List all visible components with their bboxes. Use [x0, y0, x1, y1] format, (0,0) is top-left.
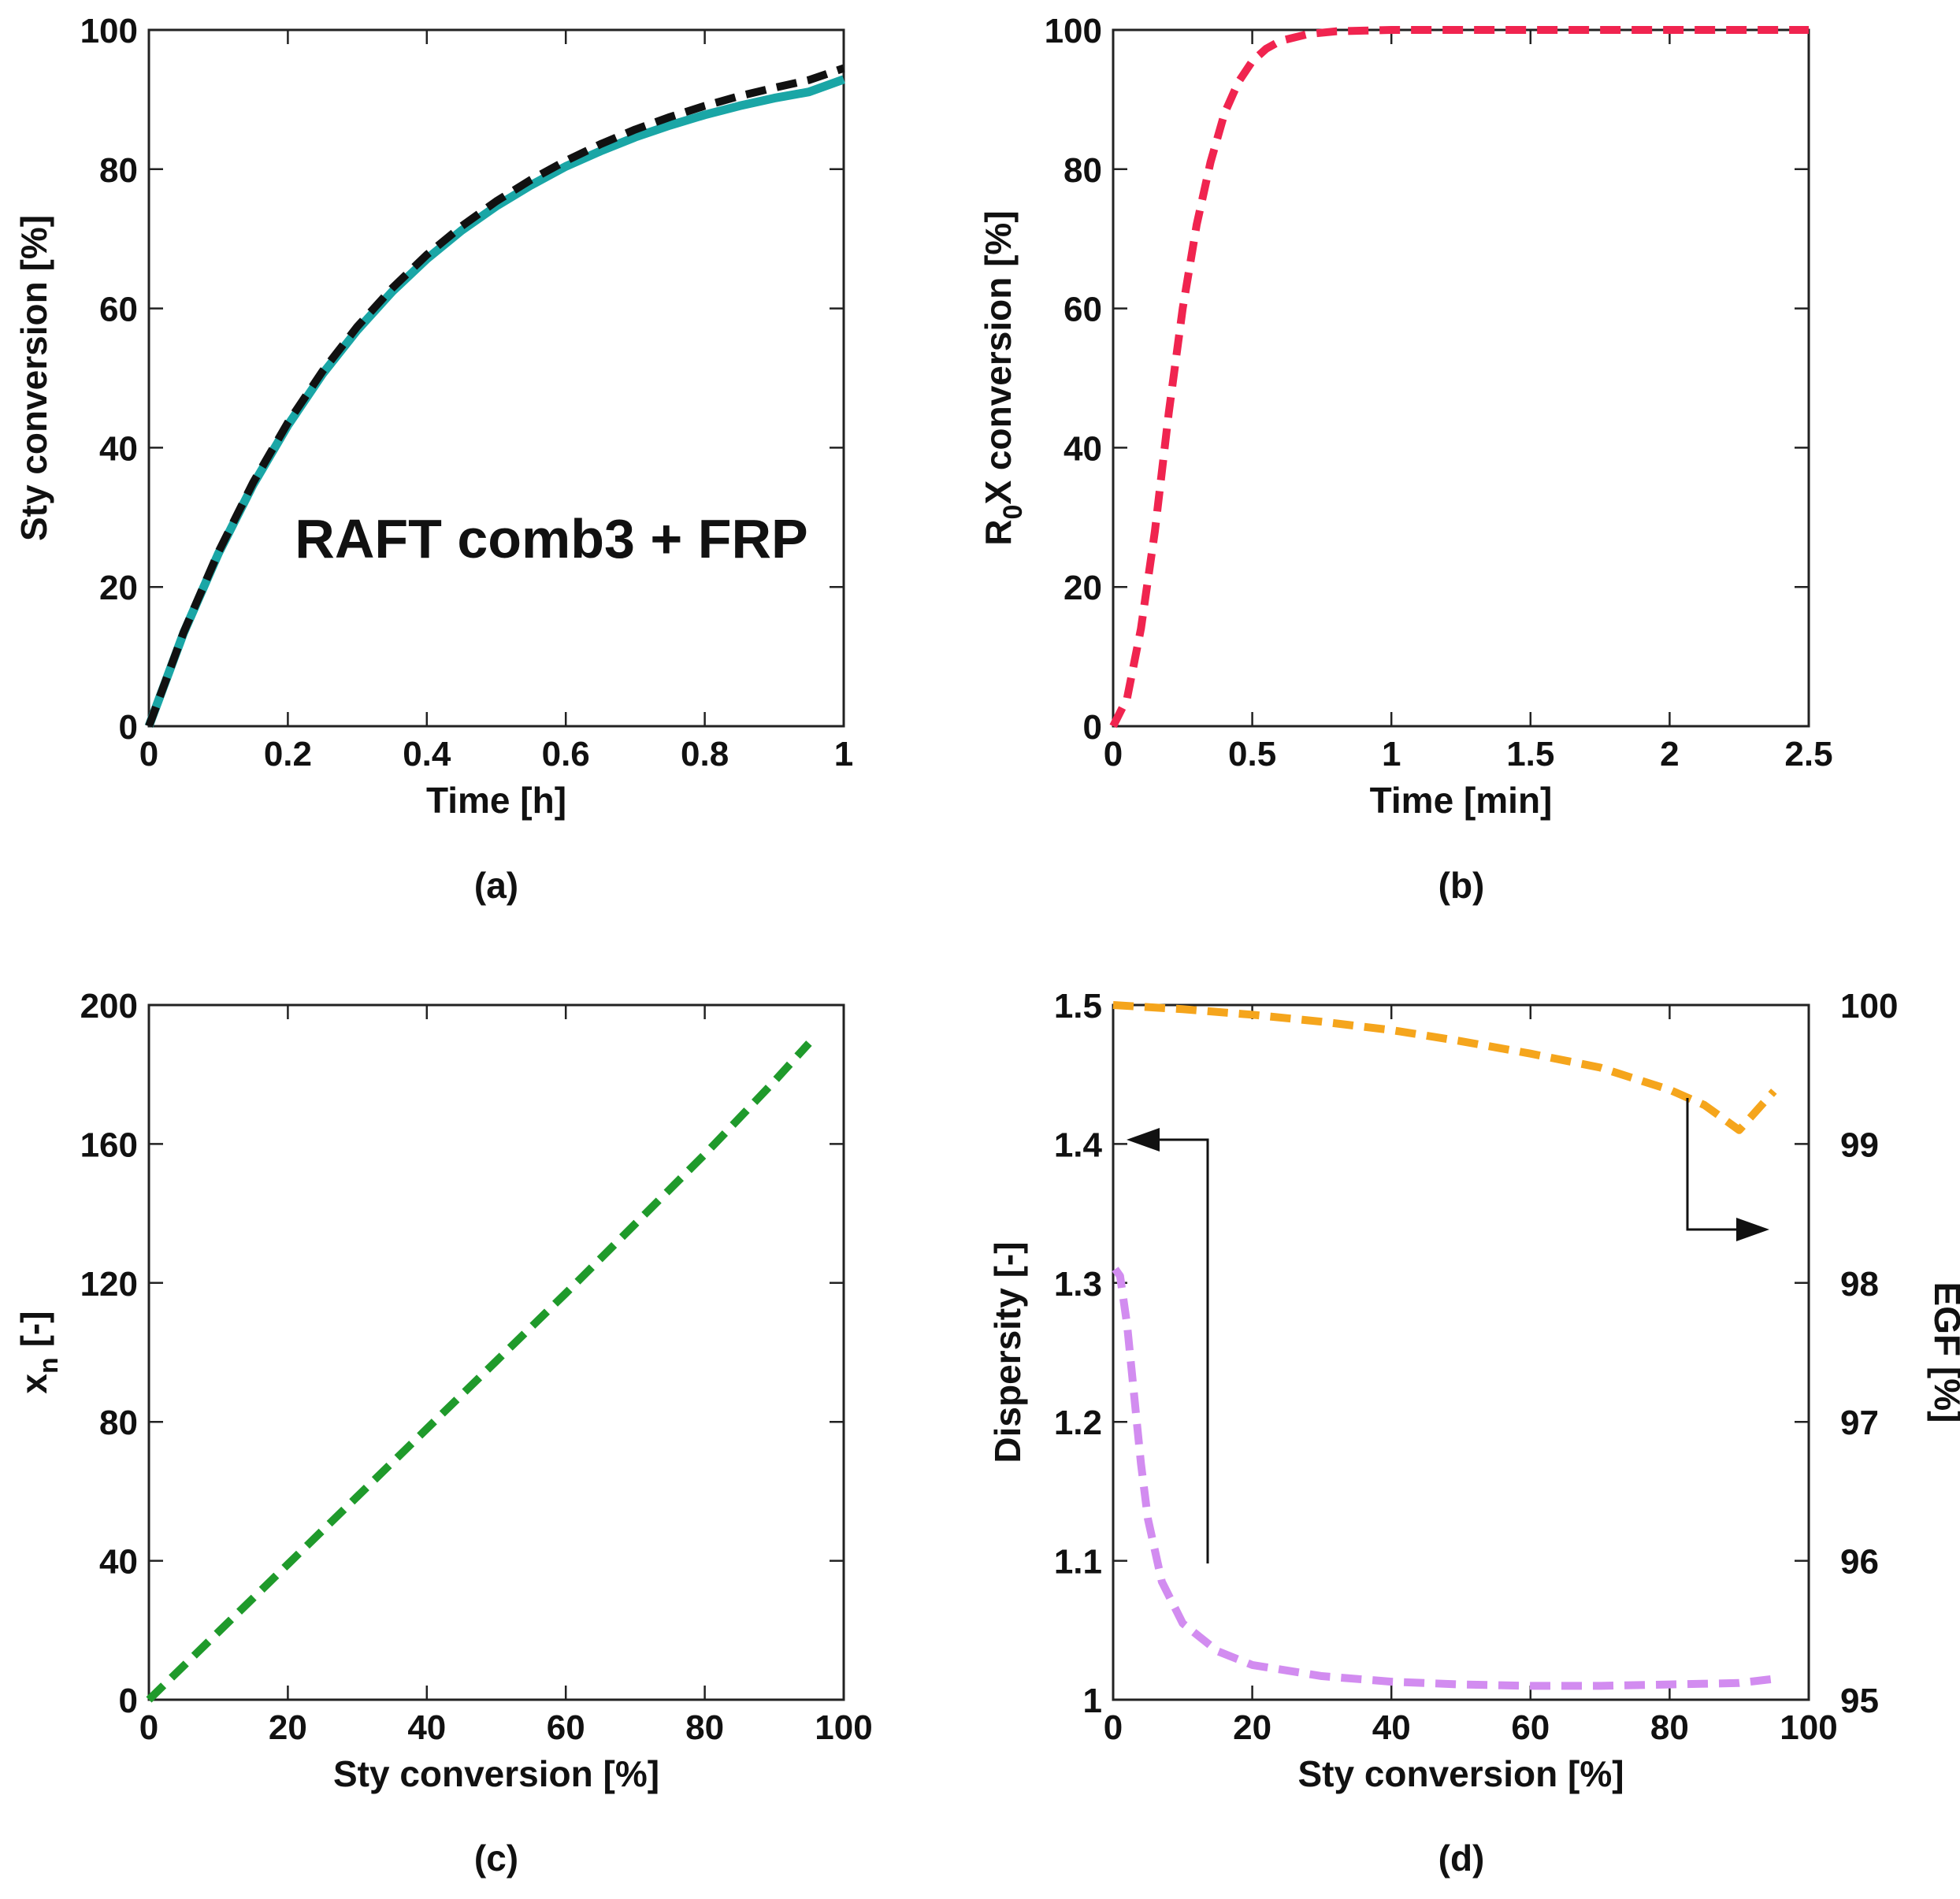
- x-tick-label: 0.2: [264, 735, 312, 773]
- x-tick-label: 100: [1780, 1708, 1837, 1747]
- y-axis-label-subscript: 0: [998, 505, 1028, 520]
- x-axis-label: Time [h]: [426, 780, 566, 821]
- y-axis-label-subscript: n: [34, 1357, 64, 1374]
- y-right-tick-label: 96: [1840, 1543, 1879, 1582]
- x-axis-label: Time [min]: [1370, 780, 1553, 821]
- y-tick-label: 120: [80, 1265, 138, 1304]
- x-axis-label: Sty conversion [%]: [333, 1753, 659, 1794]
- plot-frame: [147, 28, 845, 728]
- y-tick-label: 40: [1064, 429, 1102, 468]
- y-tick-label: 20: [1064, 569, 1102, 607]
- x-tick-label: 2: [1660, 735, 1679, 773]
- y-right-tick-label: 97: [1840, 1404, 1879, 1442]
- x-tick-label: 20: [269, 1708, 307, 1747]
- x-tick-label: 0.4: [403, 735, 451, 773]
- x-tick-label: 0: [139, 735, 158, 773]
- panel-c: 0 20 40 60 80 100 0 40 80 120 160 200 Sty conversion…: [13, 987, 873, 1879]
- x-tick-label: 80: [685, 1708, 724, 1747]
- y-right-tick-label: 98: [1840, 1265, 1879, 1304]
- x-tick-label: 40: [407, 1708, 446, 1747]
- series-line-xn: [146, 1040, 812, 1703]
- y-right-tick-label: 99: [1840, 1126, 1879, 1164]
- y-tick-label: 1: [1083, 1682, 1102, 1720]
- x-tick-label: 0.6: [542, 735, 590, 773]
- x-tick-label: 100: [815, 1708, 872, 1747]
- x-axis-label: Sty conversion [%]: [1297, 1753, 1624, 1794]
- x-tick-label: 80: [1650, 1708, 1689, 1747]
- y-tick-label: 200: [80, 987, 138, 1026]
- y-tick-label: 60: [1064, 291, 1102, 329]
- series-line-r0x: [1109, 26, 1809, 729]
- x-tick-label: 2.5: [1784, 735, 1832, 773]
- panel-d: 0 20 40 60 80 100 1 1.1 1.2 1.3 1.4 1.5 95 96 97 98 99 10…: [987, 987, 1960, 1879]
- y-axis-label: R0X conversion [%]: [978, 210, 1028, 545]
- panel-caption: (d): [1438, 1838, 1485, 1879]
- y-tick-label: 0: [119, 708, 138, 747]
- y-tick-label: 100: [80, 12, 138, 50]
- plot-frame: [147, 1003, 845, 1701]
- y-tick-label: 0: [119, 1682, 138, 1720]
- y-axis-label: Sty conversion [%]: [13, 215, 54, 541]
- y-axis-label-main: x: [13, 1374, 54, 1394]
- x-tick-label: 0: [139, 1708, 158, 1747]
- y-tick-label: 1.4: [1054, 1126, 1103, 1164]
- y-right-tick-label: 95: [1840, 1682, 1879, 1720]
- x-tick-label: 0.5: [1228, 735, 1276, 773]
- y-axis-label-rest: [-]: [13, 1311, 54, 1357]
- y-tick-label: 0: [1083, 708, 1102, 747]
- series-line-dispersity: [1112, 1267, 1775, 1690]
- panel-a: 0 0.2 0.4 0.6 0.8 1 0 20 40 60 80 100 Time [h] Sty co…: [13, 12, 853, 906]
- y-tick-label: 60: [99, 291, 138, 329]
- series-line-egf: [1112, 1001, 1777, 1134]
- y-tick-label: 1.5: [1054, 987, 1102, 1026]
- y-tick-label: 1.3: [1054, 1265, 1102, 1304]
- x-tick-label: 0.8: [681, 735, 729, 773]
- y-axis-label: xn [-]: [13, 1311, 64, 1393]
- panel-annotation: RAFT comb3 + FRP: [295, 508, 807, 569]
- panel-caption: (b): [1438, 865, 1485, 906]
- x-tick-label: 1: [1382, 735, 1401, 773]
- y-tick-label: 100: [1045, 12, 1102, 50]
- y-axis-label: Dispersity [-]: [987, 1241, 1028, 1463]
- y-right-axis-label: EGF [%]: [1927, 1282, 1960, 1423]
- x-tick-label: 40: [1372, 1708, 1411, 1747]
- x-tick-label: 0: [1104, 735, 1123, 773]
- plot-frame: [1112, 1003, 1810, 1701]
- y-tick-label: 20: [99, 569, 138, 607]
- series-line-solid: [144, 75, 845, 728]
- y-axis-label-rest: X conversion [%]: [978, 210, 1019, 504]
- panel-caption: (a): [474, 865, 518, 906]
- x-tick-label: 60: [547, 1708, 585, 1747]
- y-tick-label: 40: [99, 429, 138, 468]
- panel-caption: (c): [474, 1838, 518, 1879]
- y-right-tick-label: 100: [1840, 987, 1898, 1026]
- y-tick-label: 80: [99, 1404, 138, 1442]
- y-tick-label: 80: [1064, 151, 1102, 190]
- right-axis-arrow: [1686, 1098, 1769, 1241]
- y-tick-label: 160: [80, 1126, 138, 1164]
- x-tick-label: 0: [1104, 1708, 1123, 1747]
- y-tick-label: 40: [99, 1543, 138, 1582]
- series-line-dashed: [145, 64, 845, 728]
- x-tick-label: 60: [1511, 1708, 1550, 1747]
- y-tick-label: 1.1: [1054, 1543, 1102, 1582]
- x-tick-label: 20: [1233, 1708, 1271, 1747]
- x-tick-label: 1: [834, 735, 853, 773]
- y-tick-label: 1.2: [1054, 1404, 1102, 1442]
- y-tick-label: 80: [99, 151, 138, 190]
- left-axis-arrow: [1127, 1128, 1209, 1563]
- x-tick-label: 1.5: [1506, 735, 1554, 773]
- y-axis-label-main: R: [978, 519, 1019, 545]
